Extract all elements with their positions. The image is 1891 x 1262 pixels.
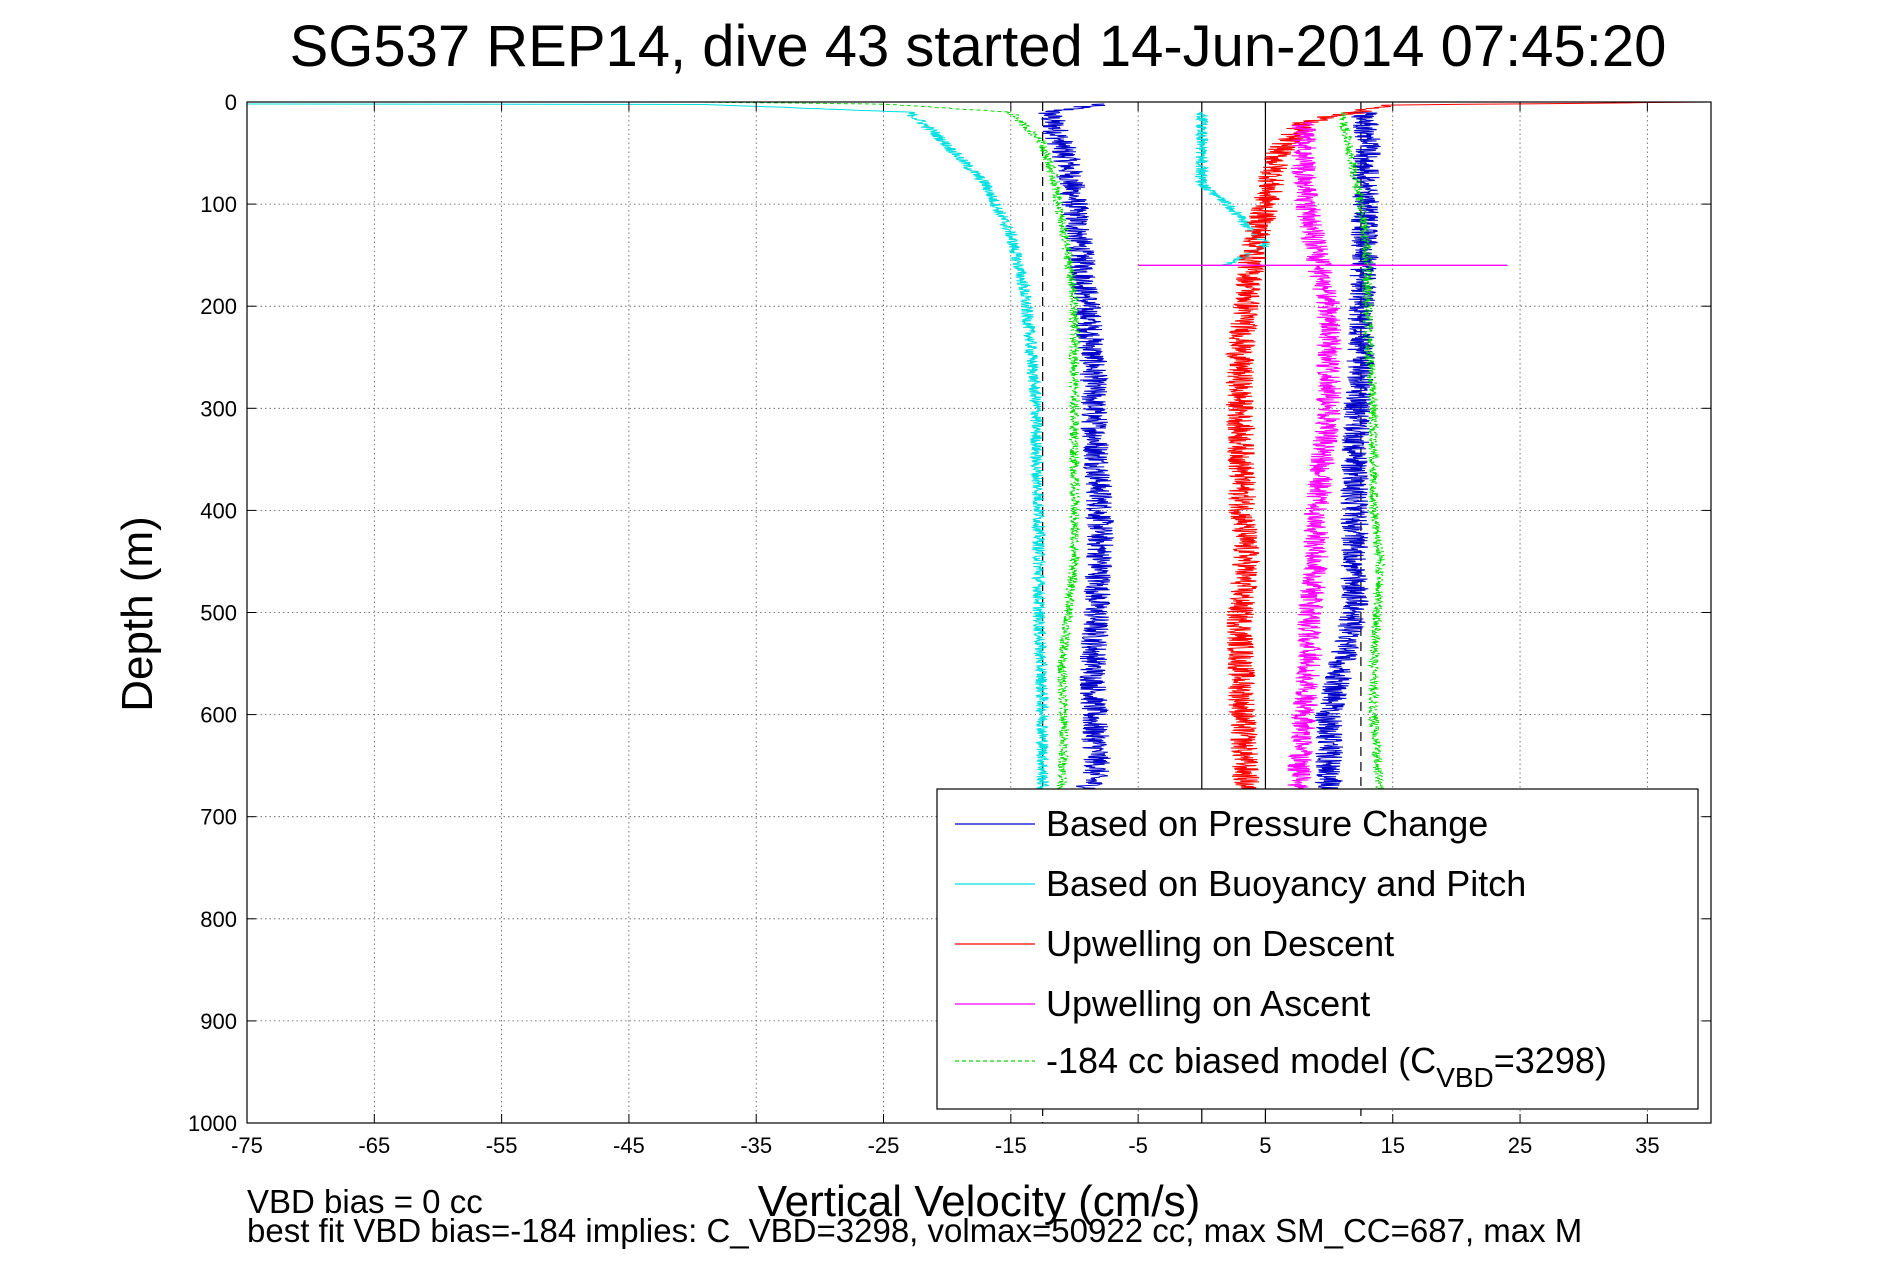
y-tick-label: 300 [200, 396, 237, 421]
legend-label: -184 cc biased model (CVBD=3298) [1046, 1040, 1607, 1093]
x-tick-label: -45 [613, 1133, 645, 1158]
x-tick-label: -5 [1128, 1133, 1148, 1158]
y-tick-label: 900 [200, 1009, 237, 1034]
y-tick-label: 200 [200, 294, 237, 319]
x-axis-ticks: -75 -65 -55 -45 -35 -25 -15 -5 5 15 25 35 [231, 102, 1660, 1158]
legend-label: Upwelling on Descent [1046, 923, 1394, 964]
series-group [1224, 101, 1709, 797]
series-line [696, 101, 1082, 797]
series-group [246, 103, 1270, 797]
series-line [1315, 111, 1381, 797]
legend-box [936, 788, 1699, 1110]
series-line [1224, 101, 1709, 797]
y-tick-label: 100 [200, 192, 237, 217]
y-tick-label: 800 [200, 907, 237, 932]
x-tick-label: 35 [1635, 1133, 1659, 1158]
y-tick-label: 1000 [188, 1111, 237, 1136]
legend-label: Based on Pressure Change [1046, 803, 1488, 844]
legend-label: Based on Buoyancy and Pitch [1046, 863, 1526, 904]
legend: Based on Pressure Change Based on Buoyanc… [936, 788, 1699, 1110]
x-tick-label: -35 [740, 1133, 772, 1158]
y-tick-label: 400 [200, 498, 237, 523]
data-series [246, 101, 1709, 797]
x-tick-label: 25 [1508, 1133, 1532, 1158]
x-tick-label: -15 [995, 1133, 1027, 1158]
series-group [1138, 121, 1508, 797]
y-tick-label: 700 [200, 805, 237, 830]
x-tick-label: -65 [358, 1133, 390, 1158]
series-line [1338, 111, 1387, 797]
series-group [696, 101, 1387, 797]
y-tick-label: 0 [225, 90, 237, 115]
series-line [1038, 103, 1115, 797]
x-tick-label: -75 [231, 1133, 263, 1158]
x-tick-label: -55 [486, 1133, 518, 1158]
series-line [1284, 121, 1342, 797]
legend-label: Upwelling on Ascent [1046, 983, 1370, 1024]
chart-title: SG537 REP14, dive 43 started 14-Jun-2014… [290, 14, 1667, 79]
y-tick-label: 600 [200, 703, 237, 728]
best-fit-note: best fit VBD bias=-184 implies: C_VBD=32… [247, 1212, 1582, 1249]
y-axis-label: Depth (m) [113, 516, 162, 712]
x-axis-label: Vertical Velocity (cm/s) [758, 1177, 1201, 1226]
series-group [1038, 103, 1381, 797]
series-line [246, 103, 1050, 797]
vbd-bias-note: VBD bias = 0 cc [247, 1183, 483, 1220]
y-axis-ticks: 0 100 200 300 400 500 600 700 800 900 1000 [188, 90, 1711, 1136]
x-tick-label: 15 [1380, 1133, 1404, 1158]
series-line [1194, 111, 1270, 266]
x-tick-label: -25 [868, 1133, 900, 1158]
x-tick-label: 5 [1259, 1133, 1271, 1158]
y-tick-label: 500 [200, 601, 237, 626]
